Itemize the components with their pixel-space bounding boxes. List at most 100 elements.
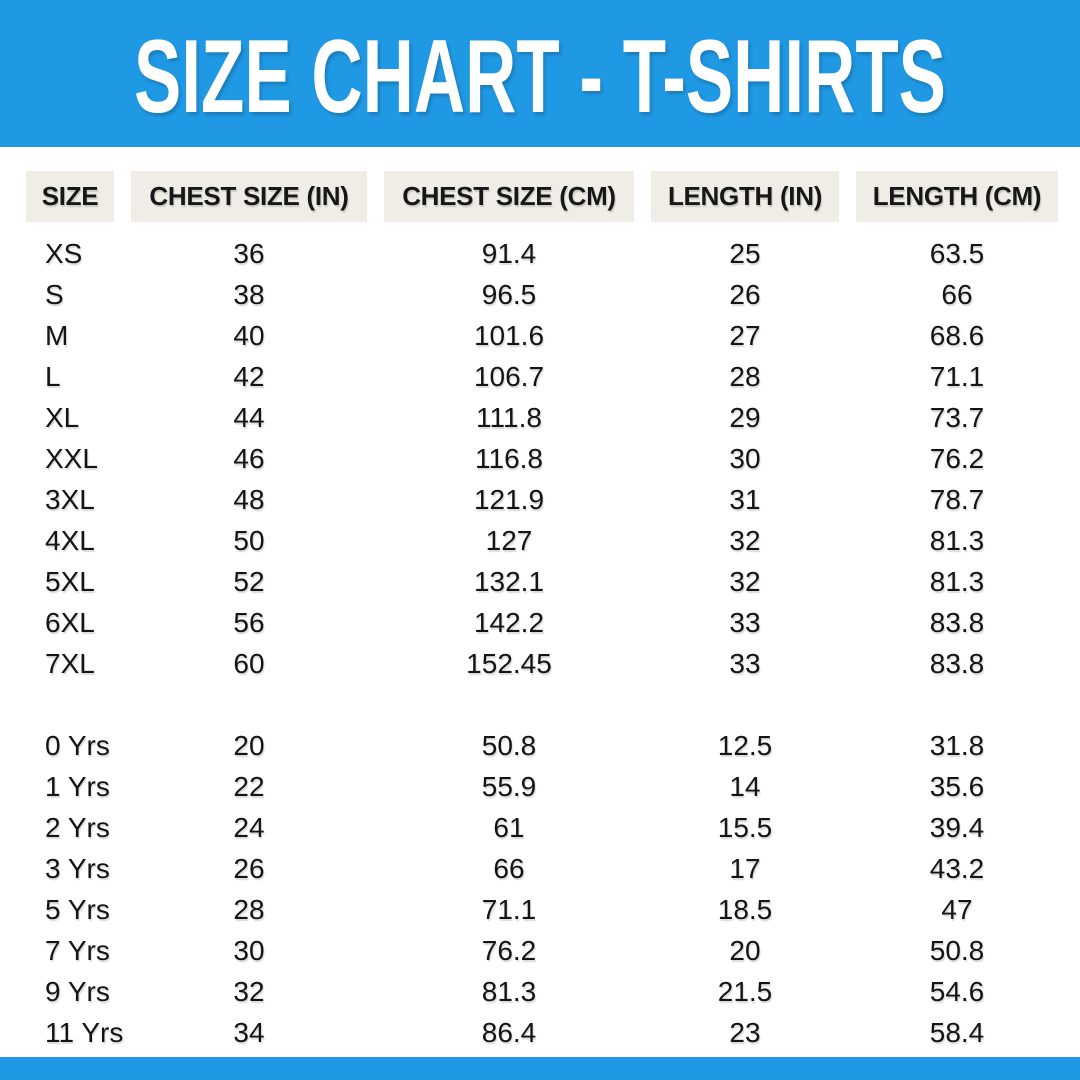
table-row: 3 Yrs 26 66 17 43.2 bbox=[26, 848, 1058, 889]
table-row: 7XL 60 152.45 33 83.8 bbox=[26, 643, 1058, 684]
table-cell: 47 bbox=[941, 893, 973, 925]
table-row: 9 Yrs 32 81.3 21.5 54.6 bbox=[26, 971, 1058, 1012]
title-banner: SIZE CHART - T-SHIRTS bbox=[0, 0, 1080, 147]
size-label-cell: 11 Yrs bbox=[45, 1016, 124, 1048]
table-cell: 76.2 bbox=[481, 934, 537, 966]
table-cell: 81.3 bbox=[481, 975, 537, 1007]
table-cell: 60 bbox=[233, 647, 265, 679]
column-header: LENGTH (CM) bbox=[856, 171, 1058, 222]
table-cell: 32 bbox=[729, 565, 761, 597]
table-cell: 30 bbox=[233, 934, 265, 966]
table-cell: 61 bbox=[493, 811, 525, 843]
table-cell: 20 bbox=[233, 729, 265, 761]
table-cell: 63.5 bbox=[929, 237, 985, 269]
size-label-cell: 7XL bbox=[45, 647, 95, 679]
table-cell: 71.1 bbox=[929, 360, 985, 392]
table-row: 11 Yrs 34 86.4 23 58.4 bbox=[26, 1012, 1058, 1053]
table-cell: 91.4 bbox=[481, 237, 537, 269]
table-cell: 22 bbox=[233, 770, 265, 802]
table-cell: 55.9 bbox=[481, 770, 537, 802]
size-label-cell: 1 Yrs bbox=[45, 770, 110, 802]
size-label-cell: 2 Yrs bbox=[45, 811, 110, 843]
table-cell: 23 bbox=[729, 1016, 761, 1048]
table-cell: 78.7 bbox=[929, 483, 985, 515]
table-cell: 33 bbox=[729, 606, 761, 638]
column-header: SIZE bbox=[26, 171, 114, 222]
table-row: XS 36 91.4 25 63.5 bbox=[26, 233, 1058, 274]
table-cell: 101.6 bbox=[473, 319, 545, 351]
table-cell: 26 bbox=[233, 852, 265, 884]
table-row: 2 Yrs 24 61 15.5 39.4 bbox=[26, 807, 1058, 848]
table-cell: 32 bbox=[233, 975, 265, 1007]
size-label-cell: S bbox=[45, 278, 64, 310]
table-row: 3XL 48 121.9 31 78.7 bbox=[26, 479, 1058, 520]
table-cell: 56 bbox=[233, 606, 265, 638]
table-row: 1 Yrs 22 55.9 14 35.6 bbox=[26, 766, 1058, 807]
table-cell: 26 bbox=[729, 278, 761, 310]
table-cell: 15.5 bbox=[717, 811, 773, 843]
table-row: 7 Yrs 30 76.2 20 50.8 bbox=[26, 930, 1058, 971]
table-cell: 46 bbox=[233, 442, 265, 474]
table-cell: 32 bbox=[729, 524, 761, 556]
table-section-gap bbox=[26, 684, 1058, 725]
table-cell: 76.2 bbox=[929, 442, 985, 474]
table-row: 0 Yrs 20 50.8 12.5 31.8 bbox=[26, 725, 1058, 766]
title-banner-svg: SIZE CHART - T-SHIRTS bbox=[134, 19, 946, 135]
table-cell: 30 bbox=[729, 442, 761, 474]
size-label-cell: XXL bbox=[45, 442, 98, 474]
table-cell: 52 bbox=[233, 565, 265, 597]
size-label-cell: 3 Yrs bbox=[45, 852, 110, 884]
table-cell: 81.3 bbox=[929, 565, 985, 597]
size-label-cell: 4XL bbox=[45, 524, 95, 556]
table-cell: 58.4 bbox=[929, 1016, 985, 1048]
column-header: LENGTH (IN) bbox=[651, 171, 839, 222]
table-cell: 27 bbox=[729, 319, 761, 351]
table-cell: 66 bbox=[493, 852, 525, 884]
table-cell: 35.6 bbox=[929, 770, 985, 802]
table-cell: 73.7 bbox=[929, 401, 985, 433]
table-cell: 36 bbox=[233, 237, 265, 269]
size-label-cell: 5 Yrs bbox=[45, 893, 110, 925]
table-cell: 66 bbox=[941, 278, 973, 310]
table-cell: 28 bbox=[729, 360, 761, 392]
table-cell: 142.2 bbox=[473, 606, 545, 638]
table-cell: 48 bbox=[233, 483, 265, 515]
table-cell: 39.4 bbox=[929, 811, 985, 843]
size-label-cell: M bbox=[45, 319, 69, 351]
table-cell: 127 bbox=[485, 524, 533, 556]
table-cell: 86.4 bbox=[481, 1016, 537, 1048]
table-cell: 44 bbox=[233, 401, 265, 433]
table-row: L 42 106.7 28 71.1 bbox=[26, 356, 1058, 397]
table-row: S 38 96.5 26 66 bbox=[26, 274, 1058, 315]
table-cell: 106.7 bbox=[473, 360, 545, 392]
table-cell: 50 bbox=[233, 524, 265, 556]
table-cell: 111.8 bbox=[476, 401, 542, 433]
table-cell: 28 bbox=[233, 893, 265, 925]
table-header-row: SIZE CHEST SIZE (IN) CHEST SIZE (CM) LENGTH… bbox=[26, 171, 1058, 222]
table-cell: 83.8 bbox=[929, 606, 985, 638]
table-cell: 34 bbox=[233, 1016, 265, 1048]
table-cell: 81.3 bbox=[929, 524, 985, 556]
table-cell: 116.8 bbox=[475, 442, 543, 474]
table-cell: 132.1 bbox=[473, 565, 545, 597]
table-cell: 50.8 bbox=[929, 934, 985, 966]
page-title: SIZE CHART - T-SHIRTS bbox=[134, 19, 946, 135]
size-label-cell: 3XL bbox=[45, 483, 95, 515]
size-label-cell: 5XL bbox=[45, 565, 95, 597]
table-cell: 68.6 bbox=[929, 319, 985, 351]
table-row: XXL 46 116.8 30 76.2 bbox=[26, 438, 1058, 479]
table-cell: 21.5 bbox=[717, 975, 773, 1007]
table-row: 4XL 50 127 32 81.3 bbox=[26, 520, 1058, 561]
table-row: 6XL 56 142.2 33 83.8 bbox=[26, 602, 1058, 643]
size-label-cell: XL bbox=[45, 401, 80, 433]
table-cell: 18.5 bbox=[717, 893, 773, 925]
column-header: CHEST SIZE (IN) bbox=[131, 171, 367, 222]
size-label-cell: 9 Yrs bbox=[45, 975, 110, 1007]
size-label-cell: L bbox=[45, 360, 61, 392]
size-label-cell: 6XL bbox=[45, 606, 95, 638]
table-cell: 33 bbox=[729, 647, 761, 679]
table-cell: 54.6 bbox=[929, 975, 985, 1007]
size-table-body: XS 36 91.4 25 63.5 S 38 96.5 26 66 M 40 101.6 27 68.6 L… bbox=[26, 233, 1058, 1053]
table-cell: 25 bbox=[729, 237, 761, 269]
table-cell: 31 bbox=[729, 483, 761, 515]
